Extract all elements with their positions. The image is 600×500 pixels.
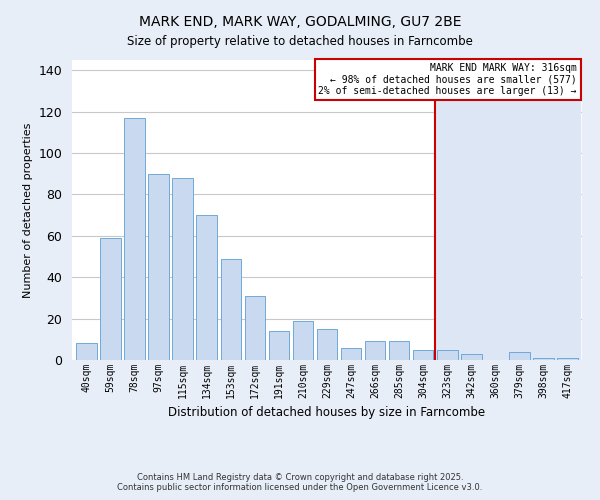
Bar (437, 350, 458, 360)
Bar (293, 320, 313, 360)
X-axis label: Distribution of detached houses by size in Farncombe: Distribution of detached houses by size … (169, 406, 485, 420)
Bar (172, 178, 193, 360)
Y-axis label: Number of detached properties: Number of detached properties (23, 122, 33, 298)
Bar (196, 215, 217, 360)
Bar (389, 342, 409, 360)
Bar (557, 358, 578, 360)
Bar (509, 352, 530, 360)
Text: MARK END, MARK WAY, GODALMING, GU7 2BE: MARK END, MARK WAY, GODALMING, GU7 2BE (139, 15, 461, 29)
Text: MARK END MARK WAY: 316sqm
← 98% of detached houses are smaller (577)
2% of semi-: MARK END MARK WAY: 316sqm ← 98% of detac… (319, 63, 577, 96)
Bar (269, 331, 289, 360)
Bar (245, 296, 265, 360)
Text: Size of property relative to detached houses in Farncombe: Size of property relative to detached ho… (127, 35, 473, 48)
Bar (365, 342, 385, 360)
Bar (461, 354, 482, 360)
Bar (341, 348, 361, 360)
Bar (76, 344, 97, 360)
Bar (100, 238, 121, 360)
Bar (413, 350, 433, 360)
Bar (435, 60, 580, 360)
Bar (148, 174, 169, 360)
Text: Contains HM Land Registry data © Crown copyright and database right 2025.
Contai: Contains HM Land Registry data © Crown c… (118, 473, 482, 492)
Bar (533, 358, 554, 360)
Bar (124, 118, 145, 360)
Bar (317, 329, 337, 360)
Bar (221, 258, 241, 360)
